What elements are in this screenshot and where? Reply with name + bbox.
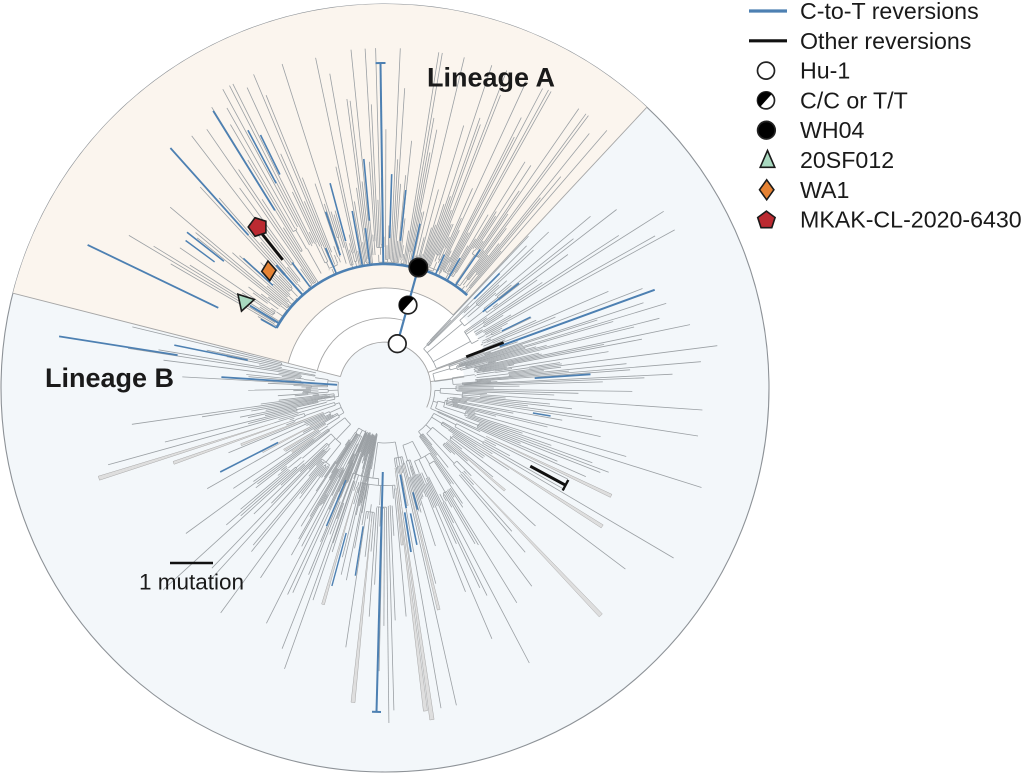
svg-text:C-to-T reversions: C-to-T reversions bbox=[800, 0, 979, 24]
svg-text:Lineage B: Lineage B bbox=[45, 363, 174, 393]
svg-text:Hu-1: Hu-1 bbox=[800, 58, 850, 84]
svg-text:Other reversions: Other reversions bbox=[800, 28, 971, 54]
svg-text:20SF012: 20SF012 bbox=[800, 147, 894, 173]
svg-text:Lineage A: Lineage A bbox=[427, 63, 555, 93]
svg-text:WH04: WH04 bbox=[800, 117, 865, 143]
svg-text:1 mutation: 1 mutation bbox=[139, 570, 244, 595]
svg-text:WA1: WA1 bbox=[800, 177, 849, 203]
svg-text:MKAK-CL-2020-6430: MKAK-CL-2020-6430 bbox=[800, 207, 1022, 233]
svg-text:C/C or T/T: C/C or T/T bbox=[800, 87, 908, 113]
